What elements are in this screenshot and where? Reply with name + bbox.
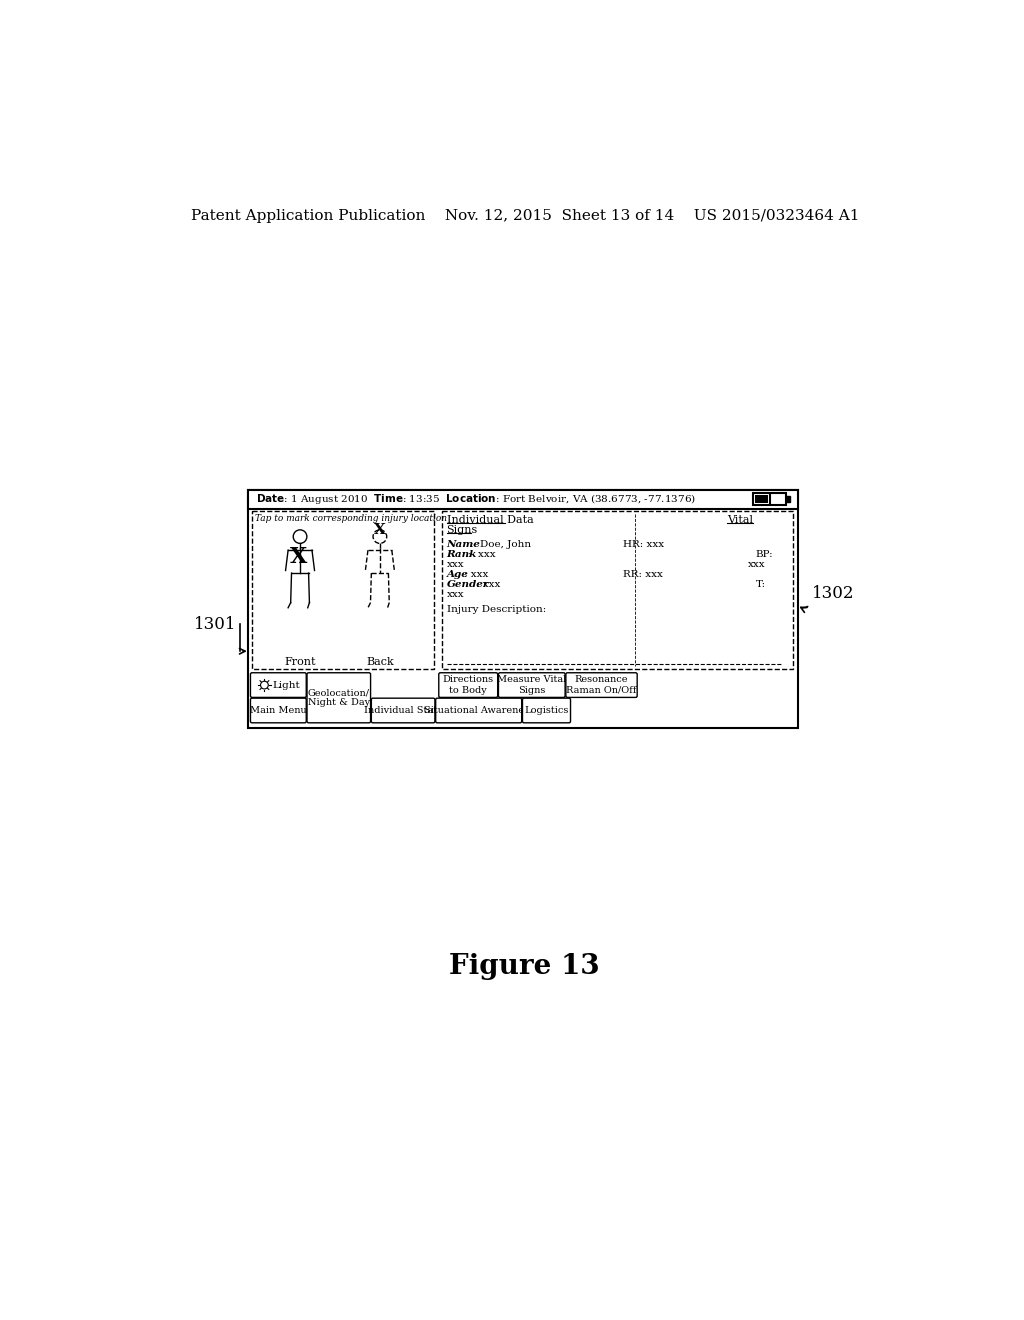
Text: :  xxx: : xxx (468, 550, 496, 560)
Text: Individual Stats: Individual Stats (365, 706, 442, 715)
Bar (754, 494, 786, 504)
Text: Back: Back (366, 656, 394, 667)
FancyBboxPatch shape (438, 673, 498, 697)
FancyBboxPatch shape (372, 698, 435, 723)
Text: Name: Name (446, 540, 480, 549)
Bar (755, 495, 768, 503)
Text: Individual Data: Individual Data (446, 515, 534, 525)
Text: xxx: xxx (446, 590, 464, 599)
Text: Tap to mark corresponding injury location: Tap to mark corresponding injury locatio… (255, 515, 447, 523)
FancyBboxPatch shape (499, 673, 565, 697)
Text: Age: Age (446, 570, 468, 579)
Text: Situational Awareness: Situational Awareness (424, 706, 534, 715)
Text: Measure Vital
Signs: Measure Vital Signs (497, 676, 566, 694)
Text: HR: xxx: HR: xxx (624, 540, 665, 549)
Text: Resonance
Raman On/Off: Resonance Raman On/Off (566, 676, 637, 694)
Text: X: X (374, 523, 386, 537)
Text: Light: Light (272, 681, 300, 689)
Text: 1302: 1302 (812, 585, 855, 602)
Text: X: X (290, 546, 307, 568)
Text: Rank: Rank (446, 550, 477, 560)
Text: $\mathbf{Date}$: 1 August 2010  $\mathbf{Time}$: 13:35  $\mathbf{Location}$: For: $\mathbf{Date}$: 1 August 2010 $\mathbf{… (256, 492, 696, 506)
Text: T:: T: (756, 581, 766, 589)
FancyBboxPatch shape (251, 673, 306, 697)
FancyBboxPatch shape (522, 698, 570, 723)
Text: Gender: Gender (446, 581, 488, 589)
FancyBboxPatch shape (566, 673, 637, 697)
Text: : xxx: : xxx (464, 570, 488, 579)
Text: Patent Application Publication    Nov. 12, 2015  Sheet 13 of 14    US 2015/03234: Patent Application Publication Nov. 12, … (190, 209, 859, 223)
FancyBboxPatch shape (251, 698, 306, 723)
Text: Injury Description:: Injury Description: (446, 605, 546, 614)
Text: xxx: xxx (446, 560, 464, 569)
Text: Geolocation/
Night & Day: Geolocation/ Night & Day (308, 688, 370, 708)
Text: Logistics: Logistics (524, 706, 568, 715)
Bar (786, 496, 790, 502)
Text: RR: xxx: RR: xxx (624, 570, 664, 579)
Text: 1301: 1301 (194, 615, 237, 632)
Text: Directions
to Body: Directions to Body (442, 676, 494, 694)
Text: :  Doe, John: : Doe, John (470, 540, 530, 549)
Text: Vital: Vital (727, 515, 753, 525)
Text: BP:: BP: (756, 550, 773, 560)
Text: : xxx: : xxx (476, 581, 501, 589)
Text: Signs: Signs (446, 525, 478, 535)
FancyBboxPatch shape (307, 673, 371, 723)
Text: Front: Front (285, 656, 315, 667)
Bar (252, 511, 434, 669)
Text: xxx: xxx (748, 560, 766, 569)
Bar (248, 490, 799, 508)
FancyBboxPatch shape (435, 698, 521, 723)
Bar (442, 511, 793, 669)
Text: Main Menu: Main Menu (250, 706, 307, 715)
Text: Figure 13: Figure 13 (450, 953, 600, 981)
Bar (248, 490, 799, 729)
